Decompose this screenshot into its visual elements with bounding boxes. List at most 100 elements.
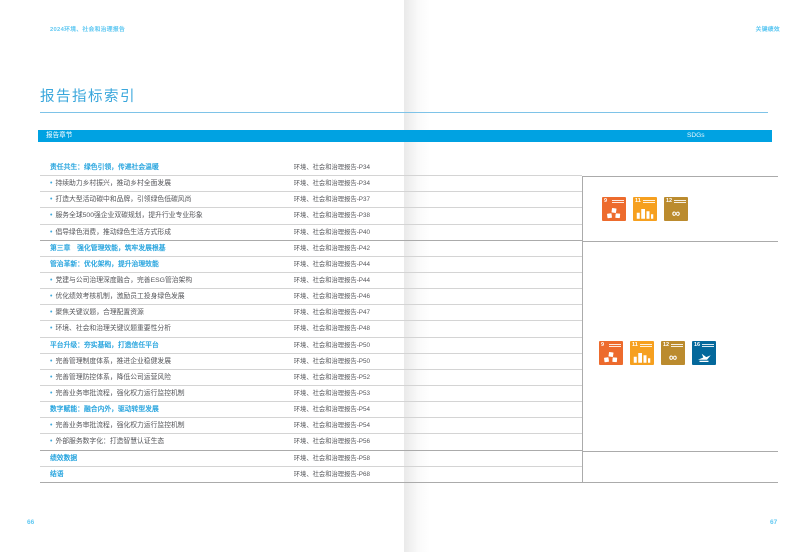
row-label: 数字赋能：融合内外，驱动转型发展 — [50, 406, 159, 414]
bullet-icon: • — [50, 438, 53, 446]
bullet-icon: • — [50, 293, 53, 301]
row-page-ref: 环境、社会和治理报告-P40 — [293, 228, 370, 236]
sdg-goal-name-lines — [640, 343, 652, 348]
bullet-icon: • — [50, 389, 53, 397]
row-page-ref: 环境、社会和治理报告-P46 — [293, 293, 370, 301]
table-row: • 聚焦关键议题，合理配置资源 环境、社会和治理报告-P47 — [40, 305, 582, 322]
bullet-icon: • — [50, 422, 53, 430]
sdg-cell-rule — [583, 451, 778, 452]
table-row: • 倡导绿色消费，推动绿色生活方式形成 环境、社会和治理报告-P40 — [40, 225, 582, 241]
row-page-ref: 环境、社会和治理报告-P54 — [293, 422, 370, 430]
sdg-goal-number: 11 — [632, 341, 638, 348]
buildings-icon — [633, 208, 657, 219]
row-label: 完善管理防控体系，降低公司运营风险 — [55, 373, 171, 381]
row-label: 优化绩效考核机制，激励员工投身绿色发展 — [55, 293, 185, 301]
sdg-goal-name-lines — [643, 199, 655, 204]
row-page-ref: 环境、社会和治理报告-P48 — [293, 325, 370, 333]
table-row: • 完善管理制度体系，推进企业稳健发展 环境、社会和治理报告-P50 — [40, 354, 582, 370]
row-page-ref: 环境、社会和治理报告-P34 — [293, 164, 370, 171]
row-label: 环境、社会和治理关键议题重要性分析 — [55, 325, 171, 333]
sdg-column-divider — [582, 176, 583, 483]
sdg-goal-name-lines — [612, 199, 624, 204]
sdg-goal-number: 9 — [601, 341, 605, 348]
row-page-ref: 环境、社会和治理报告-P52 — [293, 373, 370, 381]
row-page-ref: 环境、社会和治理报告-P68 — [293, 470, 370, 478]
sdg-goal-number: 16 — [694, 341, 701, 348]
table-row: • 党建与公司治理深度融合，完善ESG管治架构 环境、社会和治理报告-P44 — [40, 273, 582, 290]
row-page-ref: 环境、社会和治理报告-P42 — [293, 244, 370, 252]
row-page-ref: 环境、社会和治理报告-P56 — [293, 438, 370, 446]
bullet-icon: • — [50, 228, 53, 236]
column-header-sdgs: SDGs — [687, 132, 705, 139]
row-label: 服务全球500强企业双碳规划，提升行业专业形象 — [55, 212, 203, 220]
bullet-icon: • — [50, 373, 53, 381]
infinity-icon: ∞ — [668, 352, 678, 364]
column-header-chapter: 报告章节 — [46, 132, 73, 139]
sdg-icon-group: 9 11 12 ∞ — [602, 197, 688, 221]
row-page-ref: 环境、社会和治理报告-P54 — [293, 406, 370, 414]
cubes-icon — [602, 208, 626, 219]
table-row: • 环境、社会和治理关键议题重要性分析 环境、社会和治理报告-P48 — [40, 321, 582, 338]
row-label: 党建与公司治理深度融合，完善ESG管治架构 — [55, 276, 193, 284]
row-label: 第三章 强化管理效能，筑牢发展根基 — [50, 244, 166, 252]
row-label: 管治革新：优化架构，提升治理效能 — [50, 260, 159, 268]
row-label: 结语 — [50, 470, 64, 478]
page-title: 报告指标索引 — [40, 89, 136, 105]
table-header-bar: 报告章节 SDGs — [38, 130, 772, 142]
table-row: • 完善业务审批流程，强化权力运行监控机制 环境、社会和治理报告-P54 — [40, 418, 582, 435]
bullet-icon: • — [50, 325, 53, 333]
sdg-goal-number: 11 — [635, 197, 641, 204]
bullet-icon: • — [50, 212, 53, 220]
sdg-12-icon: 12 ∞ — [661, 341, 685, 365]
row-page-ref: 环境、社会和治理报告-P34 — [293, 180, 370, 188]
row-label: 外部服务数字化：打造智慧认证生态 — [55, 438, 165, 446]
buildings-icon — [630, 352, 654, 363]
report-header-title: 2024环境、社会和治理报告 — [50, 27, 126, 33]
table-row: • 外部服务数字化：打造智慧认证生态 环境、社会和治理报告-P56 — [40, 434, 582, 451]
bullet-icon: • — [50, 180, 53, 188]
table-row: 绩效数据 环境、社会和治理报告-P58 — [40, 451, 582, 467]
table-row: 结语 环境、社会和治理报告-P68 — [40, 467, 582, 483]
sdg-goal-number: 12 — [663, 341, 670, 348]
row-page-ref: 环境、社会和治理报告-P44 — [293, 260, 370, 268]
row-label: 绩效数据 — [50, 454, 78, 462]
dove-icon — [692, 352, 716, 363]
row-page-ref: 环境、社会和治理报告-P38 — [293, 212, 370, 220]
index-table: 责任共生：绿色引领，传递社会温暖 环境、社会和治理报告-P34 • 持续助力乡村振兴，… — [40, 160, 582, 483]
sdg-cell-rule — [583, 482, 778, 483]
table-row: • 优化绩效考核机制，激励员工投身绿色发展 环境、社会和治理报告-P46 — [40, 289, 582, 306]
table-row: 责任共生：绿色引领，传递社会温暖 环境、社会和治理报告-P34 — [40, 160, 582, 177]
row-label: 完善管理制度体系，推进企业稳健发展 — [55, 357, 171, 365]
table-row: 平台升级：夯实基础，打造信任平台 环境、社会和治理报告-P50 — [40, 338, 582, 354]
table-row: • 打造大型活动碳中和品牌，引领绿色低碳风尚 环境、社会和治理报告-P37 — [40, 192, 582, 209]
row-page-ref: 环境、社会和治理报告-P37 — [293, 196, 370, 204]
sdg-goal-name-lines — [674, 199, 686, 204]
row-page-ref: 环境、社会和治理报告-P47 — [293, 309, 370, 317]
row-page-ref: 环境、社会和治理报告-P44 — [293, 276, 370, 284]
table-row: 第三章 强化管理效能，筑牢发展根基 环境、社会和治理报告-P42 — [40, 241, 582, 257]
sdg-9-icon: 9 — [599, 341, 623, 365]
page-number-right: 67 — [770, 519, 778, 526]
sdg-cell-rule — [583, 241, 778, 242]
sdg-9-icon: 9 — [602, 197, 626, 221]
row-page-ref: 环境、社会和治理报告-P50 — [293, 341, 370, 349]
sdg-11-icon: 11 — [630, 341, 654, 365]
row-page-ref: 环境、社会和治理报告-P58 — [293, 454, 370, 462]
table-row: 管治革新：优化架构，提升治理效能 环境、社会和治理报告-P44 — [40, 257, 582, 273]
bullet-icon: • — [50, 357, 53, 365]
sdg-goal-name-lines — [671, 343, 683, 348]
table-row: • 完善管理防控体系，降低公司运营风险 环境、社会和治理报告-P52 — [40, 370, 582, 386]
infinity-icon: ∞ — [671, 208, 681, 220]
sdg-icon-group: 9 11 12 ∞ 16 — [599, 341, 716, 365]
bullet-icon: • — [50, 309, 53, 317]
sdg-goal-number: 9 — [604, 197, 608, 204]
title-divider — [40, 112, 768, 113]
table-row: 数字赋能：融合内外，驱动转型发展 环境、社会和治理报告-P54 — [40, 402, 582, 419]
table-row: • 服务全球500强企业双碳规划，提升行业专业形象 环境、社会和治理报告-P38 — [40, 208, 582, 225]
bullet-icon: • — [50, 276, 53, 284]
sdg-12-icon: 12 ∞ — [664, 197, 688, 221]
row-label: 完善业务审批流程，强化权力运行监控机制 — [55, 422, 185, 430]
row-page-ref: 环境、社会和治理报告-P50 — [293, 357, 370, 365]
bullet-icon: • — [50, 196, 53, 204]
